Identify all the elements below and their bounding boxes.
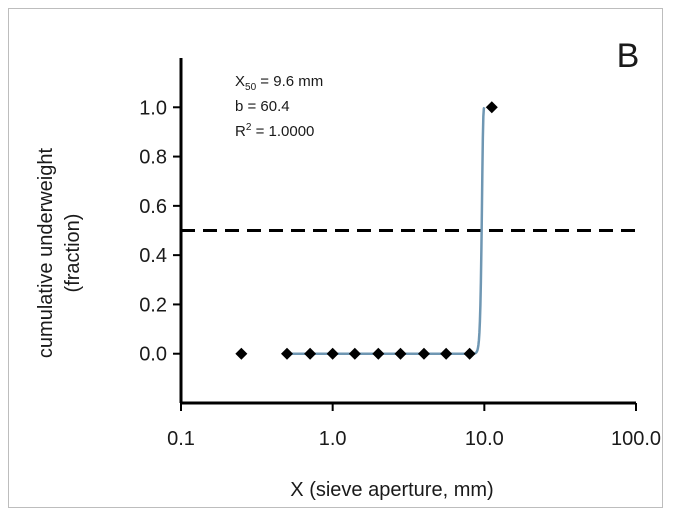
annotation-r2: R2 = 1.0000	[235, 122, 314, 140]
y-axis-label: cumulative underweight (fraction)	[35, 148, 84, 359]
y-axis-label-line2: (fraction)	[62, 214, 84, 293]
y-tick-label-4: 0.8	[139, 147, 167, 169]
data-point-10	[485, 101, 498, 114]
data-point-1	[281, 347, 294, 360]
data-point-8	[440, 347, 453, 360]
x-tick-label-2: 10.0	[465, 428, 504, 450]
annotation-b: b = 60.4	[235, 98, 290, 115]
chart-frame	[8, 8, 663, 508]
y-tick-label-3: 0.6	[139, 196, 167, 218]
panel-label: B	[617, 37, 640, 75]
data-point-3	[326, 347, 339, 360]
data-point-4	[348, 347, 361, 360]
y-tick-label-2: 0.4	[139, 245, 167, 267]
x-axis-label: X (sieve aperture, mm)	[290, 479, 493, 501]
x-tick-label-0: 0.1	[167, 428, 195, 450]
y-tick-label-0: 0.0	[139, 344, 167, 366]
data-point-5	[372, 347, 385, 360]
annotation-block: X50 = 9.6 mm b = 60.4 R2 = 1.0000	[235, 73, 323, 140]
data-point-0	[235, 347, 248, 360]
y-tick-label-5: 1.0	[139, 97, 167, 119]
y-tick-label-1: 0.2	[139, 294, 167, 316]
data-point-2	[304, 347, 317, 360]
x-tick-label-3: 100.0	[611, 428, 661, 450]
data-point-7	[417, 347, 430, 360]
data-point-6	[394, 347, 407, 360]
x-tick-label-1: 1.0	[319, 428, 347, 450]
y-axis-label-line1: cumulative underweight	[35, 148, 57, 359]
annotation-x50: X50 = 9.6 mm	[235, 73, 323, 93]
data-point-9	[463, 347, 476, 360]
